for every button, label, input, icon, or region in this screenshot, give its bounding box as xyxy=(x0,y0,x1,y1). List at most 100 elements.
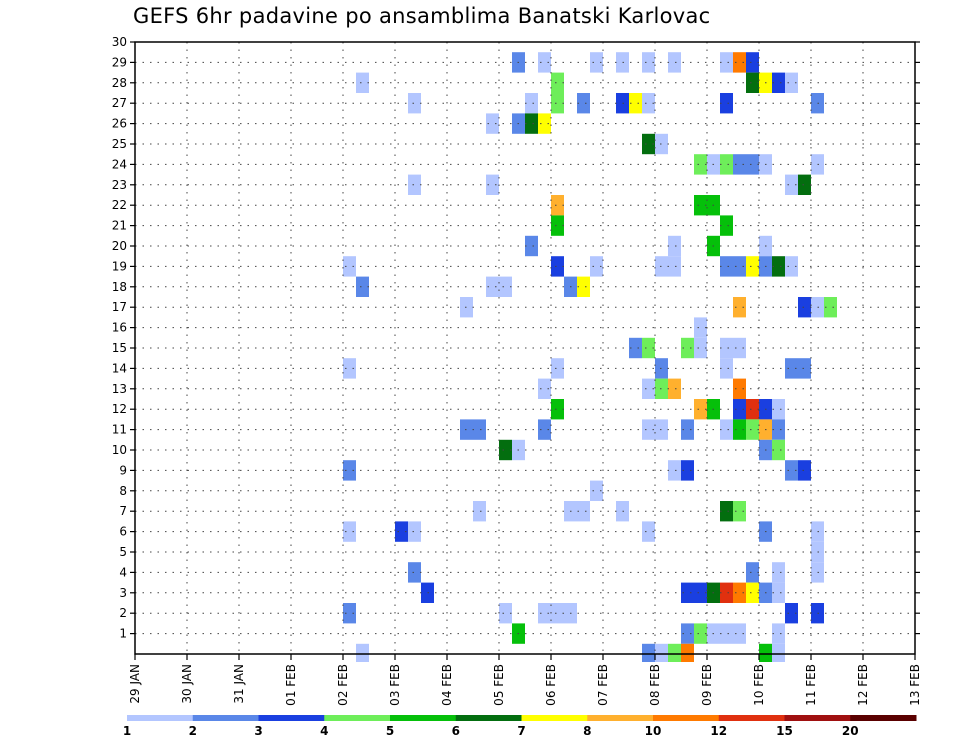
x-tick-label: 05 FEB xyxy=(492,664,506,706)
heatmap-cell xyxy=(733,256,746,277)
heatmap-cell xyxy=(642,378,655,399)
heatmap-cell xyxy=(720,337,733,359)
y-tick-label: 8 xyxy=(119,484,127,498)
heatmap-cell xyxy=(408,562,421,583)
heatmap-cell xyxy=(525,113,538,134)
colorbar-label: 20 xyxy=(842,724,859,738)
heatmap-cell xyxy=(551,93,564,114)
heatmap-cell xyxy=(694,582,707,603)
heatmap-cell xyxy=(538,52,551,73)
heatmap-cell xyxy=(772,582,785,603)
heatmap-cell xyxy=(720,93,733,114)
heatmap-cell xyxy=(551,358,564,379)
heatmap-cell xyxy=(720,501,733,522)
y-tick-label: 13 xyxy=(112,382,127,396)
heatmap-cell xyxy=(590,256,603,277)
heatmap-cell xyxy=(343,603,356,624)
colorbar-label: 7 xyxy=(517,724,525,738)
heatmap-cell xyxy=(824,297,837,318)
y-tick-label: 5 xyxy=(119,545,127,559)
y-tick-label: 20 xyxy=(112,239,127,253)
heatmap-cell xyxy=(694,337,707,359)
heatmap-cell xyxy=(746,154,759,175)
heatmap-cell xyxy=(772,623,785,644)
y-tick-label: 19 xyxy=(112,259,127,273)
heatmap-cell xyxy=(772,562,785,583)
heatmap-cell xyxy=(733,501,746,522)
heatmap-cell xyxy=(343,256,356,277)
heatmap-cell xyxy=(733,582,746,603)
y-tick-label: 3 xyxy=(119,586,127,600)
colorbar-label: 10 xyxy=(645,724,662,738)
heatmap-cell xyxy=(486,113,499,134)
colorbar-label: 1 xyxy=(123,724,131,738)
colorbar-swatch xyxy=(850,715,917,721)
x-tick-label: 29 JAN xyxy=(128,664,142,704)
heatmap-cell xyxy=(733,399,746,420)
heatmap-cell xyxy=(525,235,538,257)
heatmap-cell xyxy=(720,256,733,277)
x-axis-ticks: 29 JAN 30 JAN 31 JAN 01 FEB 02 FEB 03 FEB 04 F… xyxy=(128,654,922,706)
heatmap-cell xyxy=(694,623,707,644)
colorbar: 1 2 3 4 5 6 7 8 10 12 15 20 xyxy=(123,715,917,738)
heatmap-cell xyxy=(694,399,707,420)
colorbar-label: 4 xyxy=(320,724,328,738)
colorbar-label: 6 xyxy=(452,724,460,738)
y-tick-label: 9 xyxy=(119,463,127,477)
heatmap-cell xyxy=(746,256,759,277)
heatmap-cell xyxy=(772,643,785,662)
heatmap-cell xyxy=(733,52,746,73)
y-tick-label: 6 xyxy=(119,525,127,539)
heatmap-cell xyxy=(772,399,785,420)
heatmap-cell xyxy=(551,195,564,216)
x-tick-label: 09 FEB xyxy=(700,664,714,706)
heatmap-cell xyxy=(720,215,733,236)
heatmap-cell xyxy=(343,521,356,542)
heatmap-cell xyxy=(408,174,421,195)
heatmap-cell xyxy=(655,643,668,662)
heatmap-cell xyxy=(408,93,421,114)
heatmap-cell xyxy=(668,378,681,399)
heatmap-cell xyxy=(473,501,486,522)
x-tick-label: 01 FEB xyxy=(284,664,298,706)
y-tick-label: 21 xyxy=(112,219,127,233)
dotted-grid xyxy=(135,42,915,654)
colorbar-label: 12 xyxy=(710,724,727,738)
colorbar-label: 8 xyxy=(583,724,591,738)
heatmap-cell xyxy=(720,52,733,73)
heatmap-cell xyxy=(538,419,551,440)
heatmap-cell xyxy=(629,337,642,359)
y-tick-label: 11 xyxy=(112,423,127,437)
heatmap-cell xyxy=(746,52,759,73)
x-tick-label: 04 FEB xyxy=(440,664,454,706)
heatmap-cell xyxy=(798,358,811,379)
heatmap-cell xyxy=(798,460,811,481)
y-tick-label: 24 xyxy=(112,157,127,171)
heatmap-cell xyxy=(499,603,512,624)
y-tick-label: 4 xyxy=(119,565,127,579)
heatmap-cells xyxy=(343,52,837,662)
heatmap-cell xyxy=(642,643,655,662)
heatmap-cell xyxy=(720,154,733,175)
x-tick-label: 02 FEB xyxy=(336,664,350,706)
colorbar-swatch xyxy=(324,715,391,721)
colorbar-swatch xyxy=(653,715,720,721)
colorbar-label: 15 xyxy=(776,724,793,738)
heatmap-cell xyxy=(668,52,681,73)
heatmap-cell xyxy=(720,582,733,603)
heatmap-cell xyxy=(551,399,564,420)
heatmap-cell xyxy=(577,276,590,297)
heatmap-cell xyxy=(759,643,772,662)
heatmap-cell xyxy=(733,154,746,175)
heatmap-cell xyxy=(642,52,655,73)
y-tick-label: 22 xyxy=(112,198,127,212)
colorbar-label: 5 xyxy=(386,724,394,738)
y-tick-label: 27 xyxy=(112,96,127,110)
colorbar-swatch xyxy=(390,715,457,721)
y-tick-label: 23 xyxy=(112,178,127,192)
y-tick-label: 1 xyxy=(119,627,127,641)
heatmap-cell xyxy=(408,521,421,542)
heatmap-cell xyxy=(551,72,564,93)
y-tick-label: 15 xyxy=(112,341,127,355)
